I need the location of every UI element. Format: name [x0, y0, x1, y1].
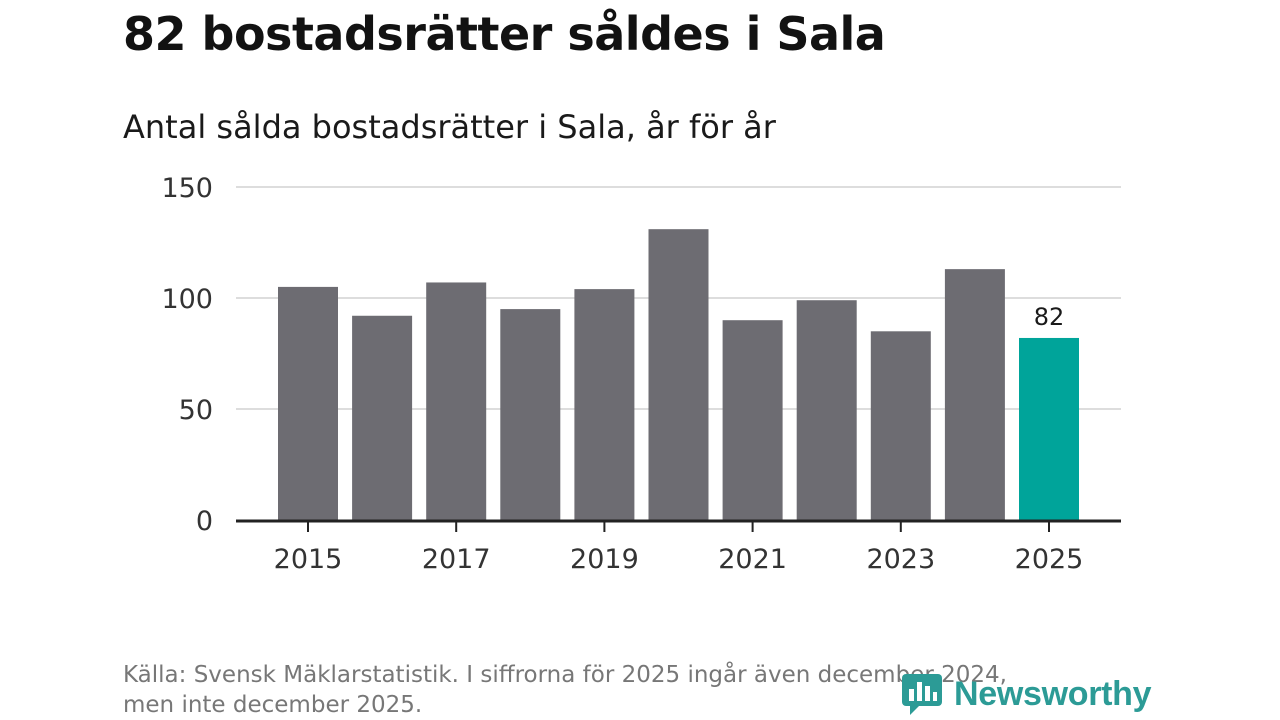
bar-2015: [278, 286, 338, 520]
newsworthy-logo: Newsworthy: [900, 668, 1152, 720]
bar-2024: [944, 269, 1005, 520]
bar-chart-logo-icon: [902, 674, 942, 715]
source-note-line-1: Källa: Svensk Mäklarstatistik. I siffror…: [123, 662, 1007, 688]
x-tick-label-2019: 2019: [570, 544, 639, 575]
data-labels: 82: [1034, 303, 1065, 331]
x-axis-labels: 2015 2017 2019 2021 2023 2025: [274, 544, 1084, 575]
x-axis: [236, 519, 1121, 532]
x-tick-label-2023: 2023: [866, 544, 935, 575]
x-tick-label-2021: 2021: [718, 544, 787, 575]
y-tick-label-100: 100: [161, 284, 213, 315]
y-tick-label-0: 0: [196, 506, 213, 537]
data-label-2025: 82: [1034, 303, 1065, 331]
bar-2019: [574, 289, 635, 520]
brand-name: Newsworthy: [954, 674, 1152, 713]
bar-2020: [648, 229, 709, 520]
bar-2016: [352, 315, 413, 520]
x-tick-label-2015: 2015: [274, 544, 343, 575]
x-tick-label-2017: 2017: [422, 544, 491, 575]
bar-2023: [870, 331, 931, 520]
bar-2021: [722, 320, 783, 520]
source-note: Källa: Svensk Mäklarstatistik. I siffror…: [123, 660, 1123, 720]
bars: [278, 229, 1079, 520]
source-note-line-2: men inte december 2025.: [123, 692, 423, 718]
y-tick-label-150: 150: [161, 173, 213, 204]
bar-2018: [500, 309, 561, 520]
bar-2017: [426, 282, 487, 520]
x-tick-label-2025: 2025: [1015, 544, 1084, 575]
bar-2022: [796, 300, 857, 520]
y-tick-label-50: 50: [179, 395, 213, 426]
chart-title: 82 bostadsrätter såldes i Sala: [123, 7, 886, 61]
chart-subtitle: Antal sålda bostadsrätter i Sala, år för…: [123, 108, 776, 146]
bar-2025: [1019, 337, 1079, 520]
y-axis-labels: 0 50 100 150: [161, 173, 213, 537]
